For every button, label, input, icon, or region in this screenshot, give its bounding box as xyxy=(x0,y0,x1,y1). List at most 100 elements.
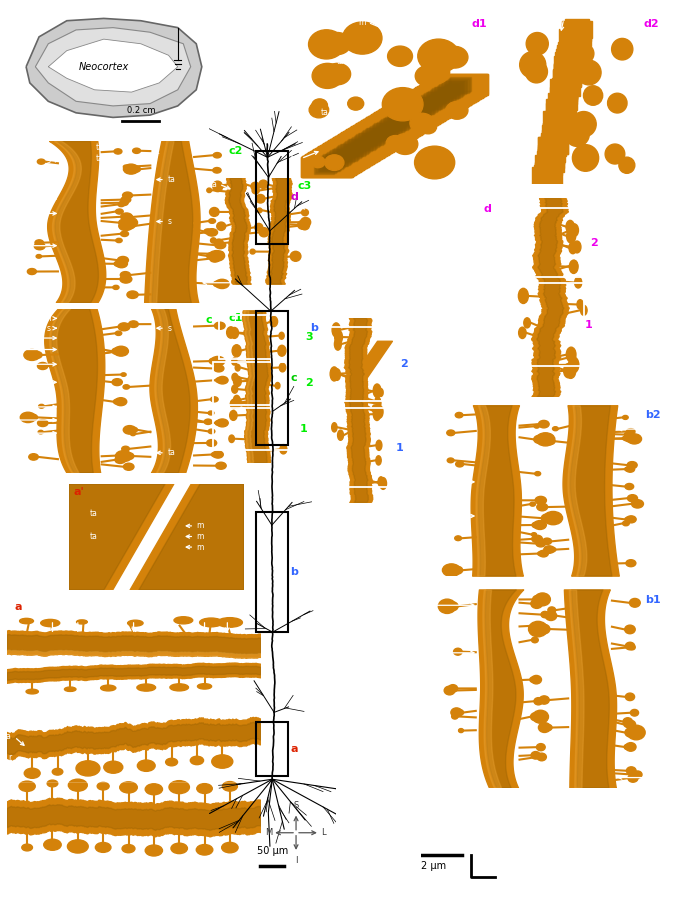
Text: m: m xyxy=(130,609,137,618)
Polygon shape xyxy=(378,110,429,131)
Polygon shape xyxy=(559,58,580,75)
Polygon shape xyxy=(352,137,373,150)
Polygon shape xyxy=(322,156,342,169)
Circle shape xyxy=(121,231,129,237)
Polygon shape xyxy=(377,111,427,132)
Polygon shape xyxy=(306,154,357,174)
Polygon shape xyxy=(377,111,427,131)
Polygon shape xyxy=(316,147,366,169)
Circle shape xyxy=(212,755,233,768)
Circle shape xyxy=(112,348,121,355)
Circle shape xyxy=(113,286,119,289)
Text: ta: ta xyxy=(653,77,660,87)
Text: s: s xyxy=(203,609,207,618)
Polygon shape xyxy=(549,119,565,135)
Polygon shape xyxy=(538,137,568,155)
Polygon shape xyxy=(314,148,365,169)
Polygon shape xyxy=(556,56,584,74)
Polygon shape xyxy=(388,104,438,124)
Polygon shape xyxy=(415,87,465,108)
Polygon shape xyxy=(304,155,354,175)
Circle shape xyxy=(208,411,214,415)
Polygon shape xyxy=(402,107,423,121)
Circle shape xyxy=(348,97,364,111)
Circle shape xyxy=(356,24,375,41)
Circle shape xyxy=(213,182,223,192)
Polygon shape xyxy=(431,78,481,99)
Circle shape xyxy=(539,550,548,557)
Polygon shape xyxy=(540,139,566,156)
Polygon shape xyxy=(355,124,405,145)
Polygon shape xyxy=(384,107,434,127)
Polygon shape xyxy=(406,93,456,113)
Circle shape xyxy=(215,421,223,426)
Polygon shape xyxy=(397,99,447,119)
Polygon shape xyxy=(328,141,378,161)
Text: s: s xyxy=(504,19,508,29)
Polygon shape xyxy=(360,132,382,146)
Text: s: s xyxy=(167,217,171,226)
Polygon shape xyxy=(375,111,426,132)
Polygon shape xyxy=(543,132,566,148)
Polygon shape xyxy=(538,149,563,167)
Circle shape xyxy=(197,845,213,855)
Circle shape xyxy=(129,321,138,328)
Circle shape xyxy=(574,43,594,64)
Polygon shape xyxy=(547,105,572,122)
Polygon shape xyxy=(310,152,360,172)
Circle shape xyxy=(212,452,218,457)
Circle shape xyxy=(325,64,351,85)
Circle shape xyxy=(420,120,436,134)
Text: ta: ta xyxy=(97,143,104,152)
Polygon shape xyxy=(341,133,391,153)
Polygon shape xyxy=(421,84,471,104)
Polygon shape xyxy=(326,153,347,167)
Polygon shape xyxy=(364,129,386,143)
Circle shape xyxy=(174,617,192,624)
Circle shape xyxy=(584,86,603,105)
Circle shape xyxy=(324,32,351,54)
Circle shape xyxy=(541,612,549,618)
Circle shape xyxy=(24,349,40,360)
Polygon shape xyxy=(345,130,395,151)
Polygon shape xyxy=(537,159,560,176)
Polygon shape xyxy=(551,84,577,100)
Polygon shape xyxy=(435,76,485,96)
Polygon shape xyxy=(540,157,558,174)
Polygon shape xyxy=(429,79,480,99)
Polygon shape xyxy=(543,124,569,142)
Polygon shape xyxy=(379,110,429,130)
Circle shape xyxy=(544,546,555,554)
Polygon shape xyxy=(371,114,421,134)
Text: t: t xyxy=(653,47,656,56)
Polygon shape xyxy=(402,96,452,116)
Polygon shape xyxy=(392,101,443,122)
Circle shape xyxy=(566,363,576,379)
Polygon shape xyxy=(385,106,435,126)
Polygon shape xyxy=(558,53,584,70)
Polygon shape xyxy=(301,157,351,178)
Polygon shape xyxy=(348,139,369,153)
Circle shape xyxy=(104,761,123,774)
Circle shape xyxy=(279,363,286,372)
Polygon shape xyxy=(412,90,462,111)
Text: m: m xyxy=(422,617,429,625)
Polygon shape xyxy=(552,82,577,99)
Polygon shape xyxy=(559,63,578,79)
Circle shape xyxy=(531,675,541,684)
Circle shape xyxy=(447,430,455,436)
Polygon shape xyxy=(353,125,403,146)
Polygon shape xyxy=(408,92,458,112)
Circle shape xyxy=(259,181,268,189)
Polygon shape xyxy=(552,82,577,99)
Circle shape xyxy=(627,725,645,740)
Polygon shape xyxy=(322,145,372,165)
Polygon shape xyxy=(554,76,577,93)
Text: 50 µm: 50 µm xyxy=(257,846,288,857)
Text: ta: ta xyxy=(653,29,660,39)
Circle shape xyxy=(123,452,134,460)
Polygon shape xyxy=(543,126,567,144)
Polygon shape xyxy=(319,146,369,167)
Polygon shape xyxy=(536,158,562,175)
Polygon shape xyxy=(561,36,586,53)
